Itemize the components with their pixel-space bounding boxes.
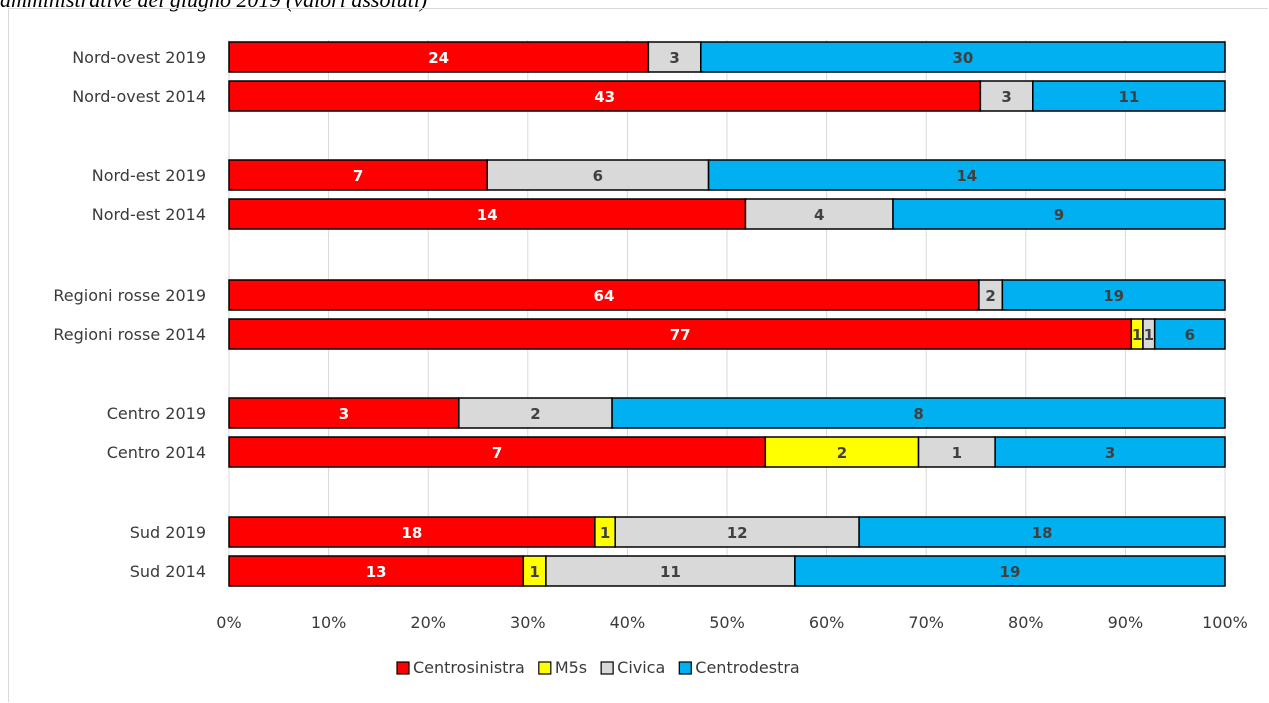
chart-caption: amministrative del giugno 2019 (valori a… xyxy=(0,0,427,13)
bar-segment-centrosinistra xyxy=(228,516,596,548)
data-label: 1 xyxy=(1132,326,1142,344)
category-label: Sud 2019 xyxy=(130,523,206,542)
bar-segment-centrodestra xyxy=(707,159,1226,191)
legend-entry: Centrodestra xyxy=(695,658,799,677)
data-label: 3 xyxy=(669,49,679,67)
category-label: Nord-ovest 2019 xyxy=(72,48,206,67)
category-label: Sud 2014 xyxy=(130,562,206,581)
data-label: 18 xyxy=(1032,524,1053,542)
data-label: 6 xyxy=(1185,326,1195,344)
data-label: 1 xyxy=(529,563,539,581)
data-label: 8 xyxy=(913,405,923,423)
x-tick-label: 60% xyxy=(809,613,845,632)
data-label: 6 xyxy=(593,167,603,185)
data-label: 13 xyxy=(366,563,387,581)
legend-swatch xyxy=(600,661,614,675)
bar-segment-civica xyxy=(486,159,710,191)
x-tick-label: 30% xyxy=(510,613,546,632)
bar-segment-centrodestra xyxy=(858,516,1226,548)
data-label: 19 xyxy=(1103,287,1124,305)
data-label: 3 xyxy=(1001,88,1011,106)
bar-segment-m5s xyxy=(764,436,920,468)
data-label: 11 xyxy=(1118,88,1139,106)
data-label: 64 xyxy=(594,287,615,305)
bar-segment-civica xyxy=(917,436,996,468)
data-label: 12 xyxy=(727,524,748,542)
x-tick-label: 100% xyxy=(1202,613,1248,632)
data-label: 7 xyxy=(353,167,363,185)
data-label: 77 xyxy=(670,326,691,344)
data-label: 11 xyxy=(660,563,681,581)
data-label: 1 xyxy=(1144,326,1154,344)
data-label: 2 xyxy=(530,405,540,423)
category-label: Centro 2019 xyxy=(107,404,206,423)
bar-segment-centrosinistra xyxy=(228,41,650,73)
data-label: 3 xyxy=(339,405,349,423)
legend-swatch xyxy=(538,661,552,675)
data-label: 2 xyxy=(837,444,847,462)
category-label: Nord-est 2014 xyxy=(92,205,206,224)
data-label: 3 xyxy=(1105,444,1115,462)
bar-segment-centrodestra xyxy=(1001,279,1226,311)
bar-segment-centrosinistra xyxy=(228,318,1133,350)
x-tick-label: 90% xyxy=(1108,613,1144,632)
bar-segment-civica xyxy=(614,516,860,548)
chart-frame xyxy=(8,8,1268,702)
bar-segment-centrodestra xyxy=(1153,318,1226,350)
category-label: Nord-est 2019 xyxy=(92,166,206,185)
bar-segment-civica xyxy=(458,397,613,429)
data-label: 1 xyxy=(952,444,962,462)
x-tick-label: 10% xyxy=(311,613,347,632)
data-label: 30 xyxy=(952,49,973,67)
bar-segment-civica xyxy=(979,80,1034,112)
legend-entry: M5s xyxy=(555,658,587,677)
x-tick-label: 20% xyxy=(410,613,446,632)
bar-segment-centrosinistra xyxy=(228,198,747,230)
data-label: 14 xyxy=(477,206,498,224)
bar-segment-centrosinistra xyxy=(228,80,982,112)
bar-segment-civica xyxy=(647,41,702,73)
bar-segment-centrodestra xyxy=(700,41,1226,73)
data-label: 7 xyxy=(492,444,502,462)
data-label: 14 xyxy=(956,167,977,185)
legend-swatch xyxy=(678,661,692,675)
data-label: 1 xyxy=(600,524,610,542)
data-label: 4 xyxy=(814,206,824,224)
bar-segment-centrosinistra xyxy=(228,397,460,429)
data-label: 24 xyxy=(428,49,449,67)
bar-segment-centrodestra xyxy=(611,397,1226,429)
legend-swatch xyxy=(396,661,410,675)
bar-segment-centrosinistra xyxy=(228,555,525,587)
data-label: 43 xyxy=(594,88,615,106)
x-tick-label: 80% xyxy=(1008,613,1044,632)
category-label: Regioni rosse 2014 xyxy=(53,325,206,344)
x-tick-label: 70% xyxy=(908,613,944,632)
legend-entry: Civica xyxy=(617,658,665,677)
bar-segment-centrodestra xyxy=(794,555,1226,587)
data-label: 9 xyxy=(1054,206,1064,224)
x-tick-label: 0% xyxy=(216,613,241,632)
category-label: Regioni rosse 2019 xyxy=(53,286,206,305)
data-label: 19 xyxy=(1000,563,1021,581)
bar-segment-centrodestra xyxy=(892,198,1226,230)
x-tick-label: 40% xyxy=(610,613,646,632)
bar-segment-centrosinistra xyxy=(228,436,767,468)
bar-segment-centrodestra xyxy=(1032,80,1226,112)
legend-entry: Centrosinistra xyxy=(413,658,525,677)
data-label: 18 xyxy=(402,524,423,542)
category-label: Centro 2014 xyxy=(107,443,206,462)
data-label: 2 xyxy=(985,287,995,305)
category-label: Nord-ovest 2014 xyxy=(72,87,206,106)
bar-segment-centrodestra xyxy=(994,436,1226,468)
x-tick-label: 50% xyxy=(709,613,745,632)
